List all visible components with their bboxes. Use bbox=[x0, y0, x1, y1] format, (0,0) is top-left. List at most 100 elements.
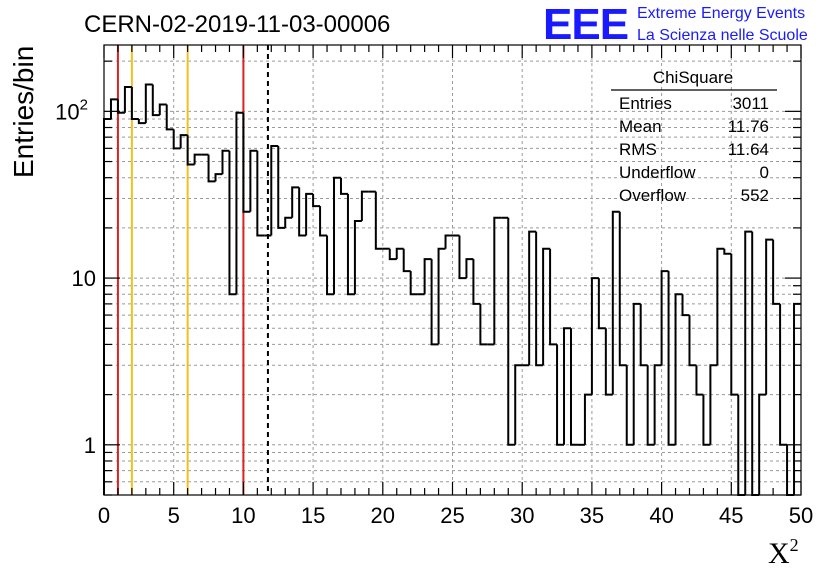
histogram-bin bbox=[542, 247, 551, 366]
histogram-bin bbox=[744, 230, 753, 495]
y-tick-label-base: 10 bbox=[72, 266, 96, 291]
histogram-bin bbox=[242, 112, 251, 213]
histogram-bin bbox=[556, 344, 565, 446]
histogram-bin bbox=[137, 118, 146, 125]
histogram-bin bbox=[597, 278, 606, 330]
histogram-bin bbox=[409, 271, 418, 296]
histogram-bin bbox=[632, 302, 641, 445]
histogram-bin bbox=[109, 98, 118, 119]
histogram-bin bbox=[458, 235, 467, 280]
histogram-bin bbox=[249, 149, 258, 212]
histogram-bin bbox=[221, 149, 230, 175]
stats-value-underflow: 0 bbox=[760, 163, 769, 182]
y-tick-label-superscript: 2 bbox=[80, 96, 88, 113]
histogram-bin bbox=[639, 303, 648, 367]
stats-value-overflow: 552 bbox=[741, 186, 769, 205]
histogram-bin bbox=[353, 219, 362, 295]
histogram-bin bbox=[465, 258, 474, 279]
histogram-bin bbox=[611, 210, 620, 395]
stats-label-overflow: Overflow bbox=[619, 186, 687, 205]
chart-title: CERN-02-2019-11-03-00006 bbox=[84, 11, 390, 38]
histogram-bin bbox=[144, 83, 153, 124]
histogram-bin bbox=[214, 173, 223, 182]
x-axis-label: X2 bbox=[768, 535, 799, 570]
histogram-bin bbox=[339, 177, 348, 195]
histogram-bin bbox=[151, 84, 160, 117]
stats-label-underflow: Underflow bbox=[619, 163, 696, 182]
histogram-bin bbox=[674, 293, 683, 445]
histogram-bin bbox=[165, 104, 174, 131]
histogram-bin bbox=[186, 135, 195, 166]
histogram-bin bbox=[326, 235, 335, 296]
histogram-bin bbox=[590, 277, 599, 395]
logo-line-2: La Scienza nelle Scuole bbox=[637, 27, 808, 44]
histogram-bin bbox=[319, 206, 328, 237]
histogram-bin bbox=[751, 231, 760, 496]
histogram-bin bbox=[444, 234, 453, 249]
histogram-bin bbox=[604, 328, 613, 396]
x-tick-label: 25 bbox=[440, 503, 464, 528]
histogram-bin bbox=[793, 302, 801, 495]
histogram-bin bbox=[179, 134, 188, 149]
histogram-bin bbox=[667, 271, 676, 446]
histogram-bin bbox=[256, 150, 265, 237]
histogram-bin bbox=[305, 192, 314, 236]
x-tick-label: 45 bbox=[719, 503, 743, 528]
histogram-bin bbox=[583, 393, 592, 445]
x-tick-label: 20 bbox=[371, 503, 395, 528]
histogram-bin bbox=[716, 247, 725, 366]
histogram-bin bbox=[346, 193, 355, 296]
histogram-bin bbox=[730, 253, 739, 396]
histogram-bin bbox=[291, 186, 300, 218]
histogram-bin bbox=[681, 294, 690, 317]
logo-line-1: Extreme Energy Events bbox=[637, 5, 805, 22]
x-tick-label: 0 bbox=[98, 503, 110, 528]
x-axis-label-superscript: 2 bbox=[790, 535, 799, 555]
histogram-bin bbox=[653, 364, 662, 445]
histogram-bin bbox=[688, 315, 697, 367]
stats-value-entries: 3011 bbox=[732, 94, 769, 113]
stats-value-mean: 11.76 bbox=[728, 117, 769, 136]
histogram-bin bbox=[765, 238, 774, 395]
grid bbox=[104, 45, 801, 495]
histogram-bin bbox=[360, 190, 369, 221]
y-tick-label: 102 bbox=[55, 96, 88, 124]
histogram-bin bbox=[312, 193, 321, 208]
y-tick-label-base: 10 bbox=[55, 99, 79, 124]
eee-logo: EEE bbox=[543, 0, 628, 49]
histogram-bin bbox=[507, 217, 516, 446]
histogram-bin bbox=[772, 239, 781, 305]
histogram-bin bbox=[758, 393, 767, 495]
histogram-bin bbox=[423, 258, 432, 295]
stats-label-entries: Entries bbox=[619, 94, 672, 113]
histogram-bin bbox=[207, 154, 216, 183]
histogram-bin bbox=[437, 247, 446, 345]
histogram-bin bbox=[472, 259, 481, 305]
histogram-bin bbox=[646, 365, 655, 446]
histogram-bin bbox=[123, 85, 132, 113]
histogram-bin bbox=[723, 248, 732, 255]
x-tick-label: 5 bbox=[168, 503, 180, 528]
reference-lines bbox=[116, 45, 269, 495]
histogram-series bbox=[103, 83, 801, 496]
histogram-bin bbox=[709, 364, 718, 445]
stats-value-rms: 11.64 bbox=[728, 140, 769, 159]
stats-box: ChiSquare Entries 3011 Mean 11.76 RMS 11… bbox=[611, 68, 777, 205]
x-tick-label: 30 bbox=[510, 503, 534, 528]
histogram-bin bbox=[130, 86, 139, 120]
histogram-bin bbox=[277, 145, 286, 229]
histogram-bin bbox=[402, 248, 411, 273]
x-tick-label: 50 bbox=[789, 503, 813, 528]
histogram-bin bbox=[298, 187, 307, 237]
x-tick-label: 15 bbox=[301, 503, 325, 528]
histogram-bin bbox=[569, 328, 578, 446]
x-axis-label-base: X bbox=[768, 537, 790, 570]
histogram-bin bbox=[535, 231, 544, 367]
histogram-bin bbox=[333, 176, 341, 295]
x-tick-label: 40 bbox=[649, 503, 673, 528]
histogram-bin bbox=[514, 364, 523, 445]
histogram-bin bbox=[549, 248, 558, 346]
stats-label-mean: Mean bbox=[619, 117, 662, 136]
